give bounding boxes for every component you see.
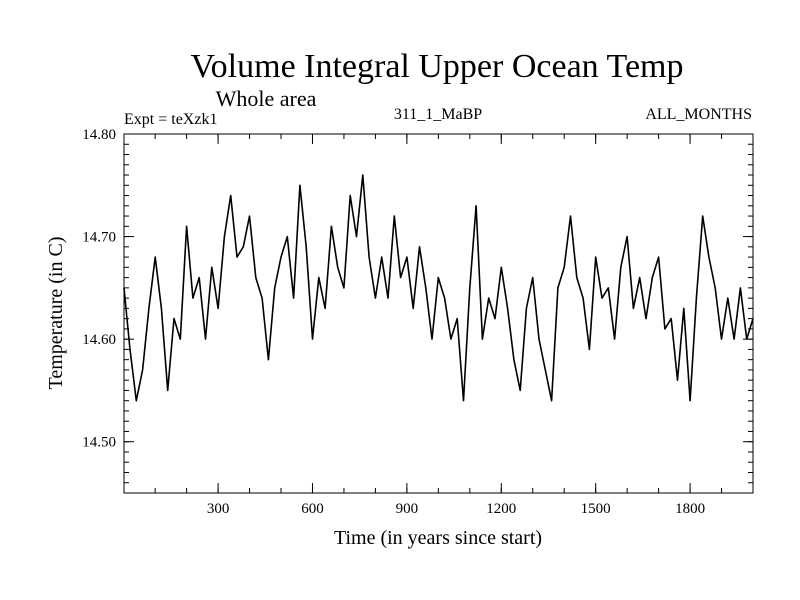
experiment-label: Expt = teXzk1 [124, 111, 217, 128]
x-tick-label: 900 [396, 501, 419, 517]
x-tick-label: 300 [207, 501, 230, 517]
series-line [123, 174, 754, 402]
x-tick-label: 1500 [581, 501, 611, 517]
y-tick-label: 14.70 [82, 230, 116, 246]
months-label: ALL_MONTHS [645, 106, 752, 123]
plot-area: 14.50 14.60 14.70 14.80 300 600 900 1200 1500 180… [82, 127, 754, 517]
run-label: 311_1_MaBP [394, 106, 482, 123]
x-tick-label: 1800 [675, 501, 705, 517]
x-tick-label: 600 [301, 501, 324, 517]
y-tick-label: 14.50 [82, 435, 116, 451]
y-axis-label: Temperature (in C) [45, 237, 67, 390]
y-tick-label: 14.80 [82, 127, 116, 143]
plot-frame [123, 133, 754, 494]
x-axis-label: Time (in years since start) [334, 527, 542, 549]
y-tick-label: 14.60 [82, 332, 116, 348]
chart-title: Volume Integral Upper Ocean Temp [191, 48, 684, 85]
chart-subtitle: Whole area [216, 86, 317, 111]
x-tick-label: 1200 [486, 501, 516, 517]
